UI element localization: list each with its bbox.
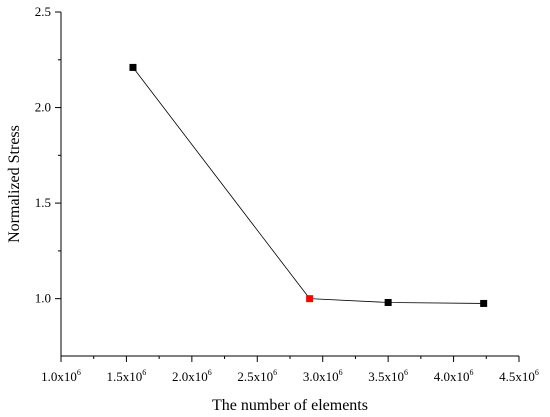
x-tick-mantissa: 3.0x10 [303,369,339,384]
x-tick-exponent: 6 [535,368,539,377]
data-point-marker [129,63,137,71]
y-ticks: 1.0 1.5 2.0 2.5 [35,4,61,306]
data-point-marker [306,295,314,303]
data-point-marker [480,299,488,307]
x-tick-mantissa: 2.5x10 [237,369,273,384]
x-tick-label: 1.0x106 [41,368,81,384]
x-axis-title: The number of elements [212,397,368,414]
series-line [132,67,484,304]
y-axis-title: Normalized Stress [6,125,23,243]
x-tick-mantissa: 1.0x10 [41,369,77,384]
data-point-marker [384,298,392,306]
x-tick-label: 1.5x106 [107,368,147,384]
x-tick-exponent: 6 [142,368,146,377]
x-tick-exponent: 6 [404,368,408,377]
y-tick-label: 2.5 [35,4,51,19]
x-tick-exponent: 6 [208,368,212,377]
x-tick-label: 4.0x106 [434,368,474,384]
x-tick-mantissa: 1.5x10 [107,369,143,384]
x-tick-exponent: 6 [339,368,343,377]
series-layer [129,63,488,307]
x-tick-exponent: 6 [77,368,81,377]
x-tick-mantissa: 3.5x10 [368,369,404,384]
x-tick-label: 3.5x106 [368,368,408,384]
x-tick-exponent: 6 [273,368,277,377]
y-tick-label: 1.0 [35,291,51,306]
x-tick-label: 3.0x106 [303,368,343,384]
x-tick-label: 2.5x106 [237,368,277,384]
x-ticks: 1.0x106 1.5x106 2.0x106 2.5x106 3.0x106 3.5x1… [41,356,539,384]
x-tick-mantissa: 4.0x10 [434,369,470,384]
x-tick-exponent: 6 [469,368,473,377]
x-tick-label: 2.0x106 [172,368,212,384]
x-tick-label: 4.5x106 [499,368,539,384]
axes [60,12,519,357]
y-tick-label: 2.0 [35,100,51,115]
x-tick-mantissa: 2.0x10 [172,369,208,384]
y-tick-label: 1.5 [35,195,51,210]
x-tick-mantissa: 4.5x10 [499,369,535,384]
